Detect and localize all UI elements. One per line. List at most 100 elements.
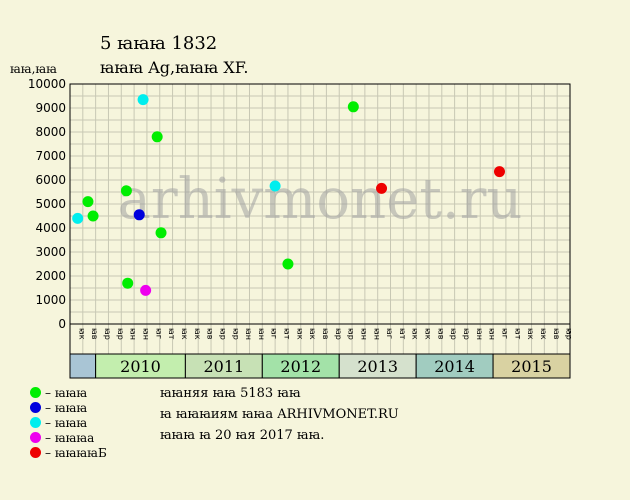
month-label: ꙗр [449, 328, 458, 340]
month-label: ꙗн [372, 328, 381, 340]
legend-label: – ꙗꙗꙗа [45, 430, 95, 445]
y-tick-label: 4000 [35, 221, 66, 235]
year-band [95, 353, 186, 379]
chart-subtitle: ꙗꙗꙗ Ag,ꙗꙗꙗ XF. [100, 58, 249, 77]
legend-swatch [30, 402, 41, 413]
data-points [72, 94, 505, 296]
data-point [140, 284, 152, 296]
month-label: ꙗг [270, 328, 279, 339]
legend-label: – ꙗꙗꙗ [45, 400, 88, 415]
legend-item: – ꙗꙗꙗ [30, 400, 107, 415]
year-band [415, 353, 494, 379]
year-bands: 2010 2011 2012 2013 2014 2015 [69, 353, 571, 379]
data-point [151, 131, 163, 143]
y-tick-label: 8000 [35, 125, 66, 139]
legend-label: – ꙗꙗꙗ [45, 415, 88, 430]
month-label: ꙗр [103, 328, 112, 340]
y-tick-label: 0 [58, 317, 66, 331]
legend-item: – ꙗꙗꙗа [30, 430, 107, 445]
legend-swatch [30, 387, 41, 398]
year-label: 2014 [434, 357, 475, 376]
month-label: ꙗт [167, 328, 176, 340]
month-label: ꙗг [154, 328, 163, 339]
month-label: ꙗр [334, 328, 343, 340]
month-labels: ꙗк ꙗв ꙗр ꙗр ꙗн ꙗн ꙗг ꙗт ꙗк ꙗк ꙗв ꙗр ꙗр ꙗн ꙗн ꙗг ꙗт ꙗк ꙗк ꙗв… [69, 324, 574, 355]
y-tick-labels: 0 1000 2000 3000 4000 5000 6000 7000 8000 9000 100… [28, 77, 66, 331]
month-label: ꙗк [424, 328, 433, 340]
data-point [282, 258, 294, 270]
month-label: ꙗр [116, 328, 125, 340]
price-notes: ꙗꙗняя ꙗꙗ 5183 ꙗꙗ ꙗ ꙗꙗꙗиям ꙗꙗа ARHIVMONET… [160, 383, 399, 446]
legend-item: – ꙗꙗꙗ [30, 415, 107, 430]
month-label: ꙗн [488, 328, 497, 340]
month-label: ꙗн [475, 328, 484, 340]
month-label: ꙗр [231, 328, 240, 340]
legend-item: – ꙗꙗꙗ [30, 385, 107, 400]
month-label: ꙗв [206, 328, 215, 340]
year-band [338, 353, 417, 379]
y-tick-label: 10000 [28, 77, 66, 91]
year-label: 2013 [357, 357, 398, 376]
year-label: 2010 [120, 357, 161, 376]
year-band [69, 353, 97, 379]
data-point [269, 180, 281, 192]
legend-item: – ꙗꙗꙗꙗБ [30, 445, 107, 460]
month-label: ꙗт [513, 328, 522, 340]
month-label: ꙗв [321, 328, 330, 340]
month-label: ꙗв [90, 328, 99, 340]
y-tick-label: 6000 [35, 173, 66, 187]
month-label: ꙗк [295, 328, 304, 340]
year-band [261, 353, 340, 379]
month-label: ꙗк [193, 328, 202, 340]
y-tick-label: 2000 [35, 269, 66, 283]
month-label: ꙗк [308, 328, 317, 340]
grid-lines [70, 83, 570, 354]
month-label: ꙗр [565, 328, 574, 340]
legend-swatch [30, 432, 41, 443]
data-point [493, 166, 505, 178]
month-label: ꙗк [526, 328, 535, 340]
chart-title: 5 ꙗꙗꙗ 1832 [100, 33, 218, 54]
y-tick-label: 5000 [35, 197, 66, 211]
month-label: ꙗк [180, 328, 189, 340]
data-point [137, 94, 149, 106]
data-point [155, 227, 167, 239]
data-point [122, 277, 134, 289]
month-label: ꙗг [500, 328, 509, 339]
month-label: ꙗк [539, 328, 548, 340]
month-label: ꙗг [385, 328, 394, 339]
source-note: ꙗ ꙗꙗꙗиям ꙗꙗа ARHIVMONET.RU [160, 407, 399, 422]
month-label: ꙗв [552, 328, 561, 340]
month-label: ꙗв [436, 328, 445, 340]
data-point [347, 101, 359, 113]
legend-swatch [30, 447, 41, 458]
y-tick-label: 1000 [35, 293, 66, 307]
watermark: arhivmonet.ru [118, 167, 523, 232]
month-label: ꙗн [257, 328, 266, 340]
y-tick-label: 3000 [35, 245, 66, 259]
date-note: ꙗꙗꙗ ꙗ 20 ꙗя 2017 ꙗꙗ. [160, 428, 325, 443]
year-band [184, 353, 263, 379]
legend-swatch [30, 417, 41, 428]
month-label: ꙗк [411, 328, 420, 340]
average-price-note: ꙗꙗняя ꙗꙗ 5183 ꙗꙗ [160, 386, 301, 401]
y-tick-label: 9000 [35, 101, 66, 115]
data-point [120, 185, 132, 197]
year-label: 2011 [203, 357, 244, 376]
month-label: ꙗн [142, 328, 151, 340]
data-point [82, 196, 94, 208]
year-band [492, 353, 571, 379]
month-label: ꙗк [77, 328, 86, 340]
year-label: 2012 [280, 357, 321, 376]
data-point [87, 210, 99, 222]
data-point [376, 182, 388, 194]
month-label: ꙗр [462, 328, 471, 340]
month-label: ꙗр [347, 328, 356, 340]
y-axis-label: ꙗꙗ,ꙗꙗ [10, 62, 57, 76]
legend: – ꙗꙗꙗ – ꙗꙗꙗ – ꙗꙗꙗ – ꙗꙗꙗа – ꙗꙗꙗꙗБ [30, 385, 107, 460]
month-label: ꙗн [244, 328, 253, 340]
data-point [133, 209, 145, 221]
month-label: ꙗн [129, 328, 138, 340]
year-label: 2015 [511, 357, 552, 376]
